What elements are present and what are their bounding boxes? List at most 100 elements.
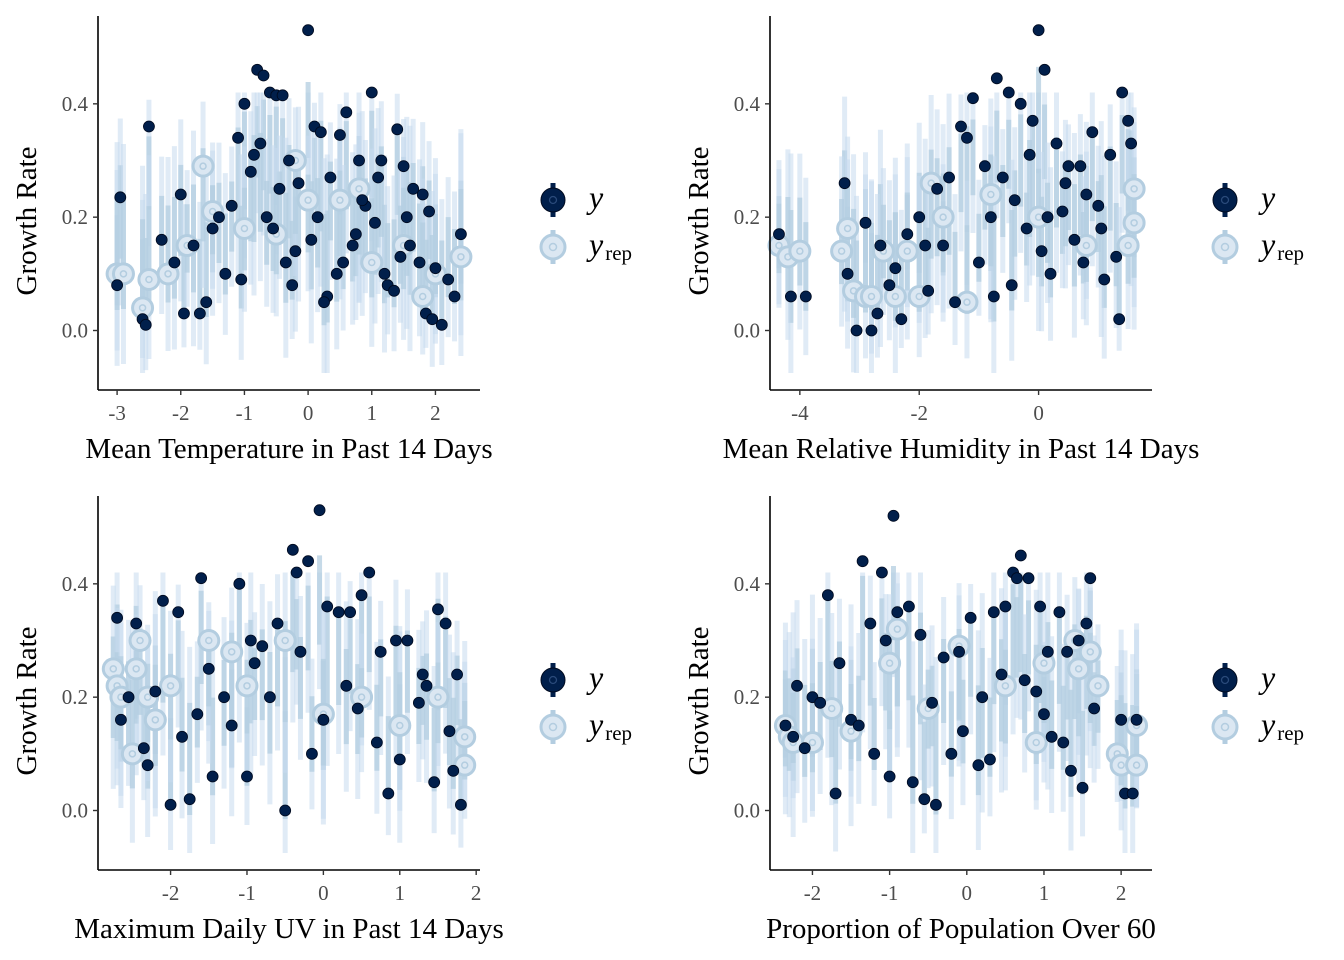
- y-point: [1080, 188, 1093, 201]
- x-tick-label: 2: [430, 401, 441, 425]
- yrep-point-center: [903, 247, 912, 255]
- y-point: [314, 126, 327, 139]
- y-point: [349, 228, 362, 241]
- y-point: [1092, 199, 1105, 212]
- legend-y-key-center: [548, 675, 558, 685]
- x-tick-label: -1: [238, 881, 256, 905]
- yrep-point-center: [143, 693, 152, 701]
- yrep-point-outer: [328, 188, 352, 212]
- y-point: [1011, 572, 1023, 585]
- x-tick-label: -2: [172, 401, 190, 425]
- y-point: [248, 657, 261, 670]
- yrep-point-center: [1001, 682, 1010, 690]
- y-point: [1014, 549, 1027, 562]
- yrep-point: [388, 714, 412, 737]
- y-point: [302, 555, 315, 568]
- yrep-point-outer: [1125, 753, 1149, 777]
- legend-yrep-key: [539, 713, 567, 741]
- yrep-point-center: [1034, 213, 1043, 221]
- legend-yrep-subscript: rep: [1277, 721, 1304, 745]
- y-point: [1030, 685, 1043, 698]
- y-point: [176, 730, 188, 743]
- y-point: [321, 600, 334, 613]
- y-point: [1023, 148, 1036, 161]
- y-point: [356, 194, 369, 207]
- legend-yrep-key-center: [548, 722, 558, 732]
- yrep-point: [197, 629, 221, 652]
- y-point: [286, 543, 299, 556]
- legend-y-label: y: [586, 659, 604, 695]
- y-point: [400, 211, 413, 224]
- yrep-point-outer: [273, 629, 297, 652]
- yrep-point: [830, 239, 854, 263]
- y-point: [833, 657, 846, 670]
- y-point: [324, 171, 337, 184]
- y-point: [365, 86, 378, 99]
- y-point: [141, 759, 154, 772]
- x-axis-title: Mean Temperature in Past 14 Days: [85, 433, 492, 465]
- y-point: [375, 154, 388, 167]
- yrep-point: [788, 239, 812, 263]
- yrep-point: [1086, 674, 1110, 698]
- y-point: [260, 211, 273, 224]
- y-point: [1104, 148, 1117, 161]
- y-point: [143, 120, 155, 133]
- y-point: [787, 730, 800, 743]
- y-point: [918, 793, 931, 806]
- y-point: [254, 137, 267, 150]
- x-tick-label: -2: [804, 881, 822, 905]
- y-point: [972, 759, 985, 772]
- yrep-point-center: [109, 665, 118, 673]
- yrep-point: [1122, 211, 1146, 235]
- y-point: [447, 764, 460, 777]
- y-point: [1018, 674, 1031, 687]
- x-tick-label: 0: [962, 881, 973, 905]
- y-point: [821, 589, 834, 602]
- legend-y-key: [540, 667, 566, 693]
- yrep-point-outer: [1116, 234, 1140, 257]
- yrep-point: [137, 268, 161, 291]
- legend-yrep-label: yrep: [586, 226, 632, 265]
- y-point: [1020, 222, 1033, 235]
- y-point: [889, 262, 902, 275]
- yrep-point-center: [128, 750, 137, 758]
- y-point: [891, 606, 904, 619]
- yrep-point-outer: [388, 714, 412, 737]
- y-point: [351, 702, 364, 715]
- y-point: [976, 691, 989, 704]
- yrep-point-outer: [830, 239, 854, 263]
- y-point: [451, 668, 463, 681]
- y-point: [995, 668, 1008, 681]
- y-point: [193, 307, 206, 320]
- y-point: [306, 747, 318, 760]
- yrep-point-center: [1130, 185, 1138, 193]
- yrep-point-center: [457, 253, 465, 261]
- y-point: [868, 747, 881, 760]
- x-tick-label: -1: [236, 401, 254, 425]
- chart-panel-3: 0.0 0.2 0.4 -2 -1 0 1 2 Maximum Daily UV in Past…: [11, 496, 632, 945]
- y-point: [1126, 787, 1139, 800]
- y-point: [393, 753, 406, 766]
- y-point: [937, 651, 950, 664]
- y-point: [887, 509, 900, 522]
- y-point: [1098, 273, 1111, 286]
- yrep-point-center: [1040, 659, 1048, 667]
- y-point: [1110, 250, 1123, 263]
- yrep-point-center: [808, 738, 817, 747]
- y-point: [999, 600, 1012, 613]
- y-point: [926, 696, 938, 709]
- legend-yrep-base: y: [586, 226, 604, 262]
- y-point: [1008, 194, 1021, 207]
- y-point: [1050, 137, 1063, 150]
- yrep-point-center: [915, 292, 923, 301]
- y-point: [852, 719, 865, 732]
- legend-yrep-key: [539, 233, 567, 261]
- y-point: [195, 572, 208, 585]
- y-point: [172, 606, 185, 619]
- yrep-point: [328, 188, 352, 212]
- legend-yrep-base: y: [1258, 226, 1276, 262]
- chart-panel-1: 0.0 0.2 0.4 -3 -2 -1 0 1 2 Mean Temperature in Pa…: [11, 16, 632, 465]
- y-tick-label: 0.0: [62, 799, 88, 823]
- yrep-point: [273, 629, 297, 652]
- y-point: [1022, 572, 1035, 585]
